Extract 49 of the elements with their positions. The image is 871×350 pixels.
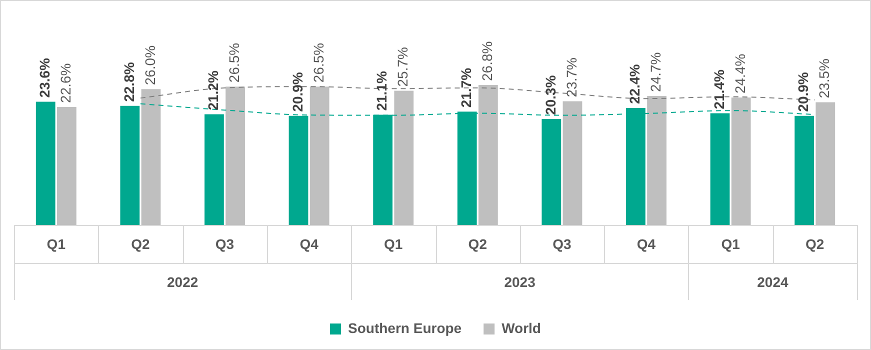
- data-label: 21.1%: [374, 70, 390, 111]
- data-label: 23.6%: [36, 57, 52, 98]
- text: 2024: [757, 274, 788, 290]
- data-label: 21.7%: [458, 67, 474, 108]
- data-label: 24.7%: [648, 52, 664, 92]
- legend-label: Southern Europe: [348, 320, 462, 336]
- data-label: 22.8%: [120, 62, 137, 102]
- data-label: 23.7%: [563, 57, 580, 98]
- data-label: 23.5%: [816, 58, 832, 98]
- bar: [647, 96, 666, 225]
- bar: [141, 89, 161, 225]
- data-label: 24.4%: [732, 54, 748, 94]
- x-tick-label: Q2: [806, 236, 824, 252]
- data-label: 25.7%: [394, 47, 411, 87]
- data-label: 22.6%: [58, 63, 74, 103]
- data-label: 22.4%: [626, 64, 643, 104]
- bar: [120, 106, 140, 225]
- data-label: 21.2%: [205, 70, 222, 110]
- x-tick-label: Q4: [300, 236, 319, 252]
- legend-label: World: [502, 320, 541, 336]
- x-tick-label: Q2: [131, 236, 150, 252]
- bar: [310, 86, 330, 225]
- data-label: 26.5%: [310, 42, 326, 83]
- x-tick-label: Q3: [215, 236, 234, 252]
- bar: [542, 118, 562, 225]
- x-tick-label: Q3: [552, 236, 572, 252]
- bar: [478, 85, 498, 225]
- bar: [562, 101, 582, 225]
- bar: [204, 114, 224, 225]
- data-label: 21.4%: [710, 68, 727, 110]
- data-label: 20.9%: [289, 72, 306, 112]
- x-tick-label: Q1: [721, 236, 740, 252]
- data-label: 20.9%: [795, 72, 812, 112]
- x-tick-label: Q1: [46, 236, 66, 252]
- x-tick-label: Q2: [468, 236, 488, 252]
- data-label: 26.8%: [479, 41, 496, 81]
- text: 2023: [504, 274, 536, 290]
- bar: [731, 98, 751, 225]
- bar: [226, 86, 245, 225]
- x-tick-label: Q1: [384, 236, 403, 252]
- data-label: 26.5%: [226, 42, 242, 83]
- data-label: 20.3%: [542, 74, 558, 115]
- text: 2022: [167, 274, 198, 290]
- bar: [816, 102, 836, 225]
- data-label: 26.0%: [142, 45, 158, 86]
- bar: [394, 90, 414, 225]
- x-tick-label: Q4: [636, 236, 656, 252]
- bar: [56, 106, 76, 225]
- bar: [36, 102, 56, 225]
